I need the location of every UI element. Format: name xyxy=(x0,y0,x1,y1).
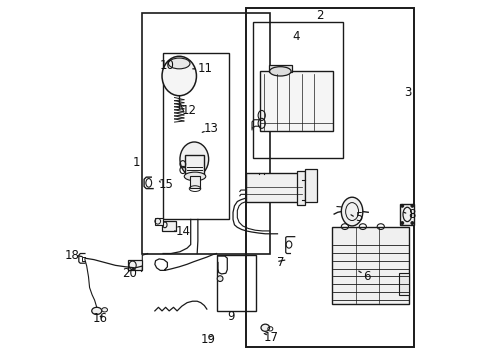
Bar xyxy=(184,154,204,174)
Text: 1: 1 xyxy=(133,156,141,168)
Text: 2: 2 xyxy=(315,9,323,22)
Text: 19: 19 xyxy=(201,333,216,346)
Ellipse shape xyxy=(400,204,403,207)
Bar xyxy=(163,53,229,220)
Bar xyxy=(260,71,333,131)
Ellipse shape xyxy=(410,222,413,225)
Ellipse shape xyxy=(162,56,196,96)
Ellipse shape xyxy=(184,172,205,181)
Ellipse shape xyxy=(180,142,208,176)
Text: 17: 17 xyxy=(264,330,278,343)
Text: 20: 20 xyxy=(122,267,137,280)
Bar xyxy=(400,204,413,225)
Bar xyxy=(332,226,408,304)
Text: 3: 3 xyxy=(403,86,410,99)
Text: 13: 13 xyxy=(203,122,219,135)
Bar xyxy=(398,273,408,295)
Bar xyxy=(216,255,255,311)
Text: 15: 15 xyxy=(159,178,173,191)
Text: 12: 12 xyxy=(181,104,196,117)
Bar xyxy=(128,260,142,270)
Text: 18: 18 xyxy=(64,249,79,262)
Ellipse shape xyxy=(261,324,269,331)
Text: 16: 16 xyxy=(93,311,108,325)
Bar xyxy=(155,218,163,225)
Bar xyxy=(246,173,301,202)
Ellipse shape xyxy=(102,308,107,312)
Ellipse shape xyxy=(269,67,290,76)
Ellipse shape xyxy=(400,222,403,225)
Text: 14: 14 xyxy=(176,225,191,238)
Bar xyxy=(189,176,200,188)
Bar xyxy=(142,13,269,253)
Text: 5: 5 xyxy=(355,211,362,224)
Bar xyxy=(162,221,175,231)
Text: 6: 6 xyxy=(362,270,369,283)
Ellipse shape xyxy=(341,197,362,226)
Text: 7: 7 xyxy=(276,256,284,269)
Bar xyxy=(268,64,292,72)
Bar xyxy=(296,171,304,205)
Ellipse shape xyxy=(92,307,102,315)
Text: 9: 9 xyxy=(227,310,235,323)
Ellipse shape xyxy=(168,58,190,69)
Bar xyxy=(253,22,342,158)
Text: 11: 11 xyxy=(197,62,212,75)
Bar xyxy=(246,8,413,347)
Bar xyxy=(304,169,317,202)
Ellipse shape xyxy=(217,276,223,282)
Text: 8: 8 xyxy=(407,208,414,221)
Ellipse shape xyxy=(410,204,413,207)
Text: 10: 10 xyxy=(160,59,175,72)
Text: 4: 4 xyxy=(292,30,300,43)
